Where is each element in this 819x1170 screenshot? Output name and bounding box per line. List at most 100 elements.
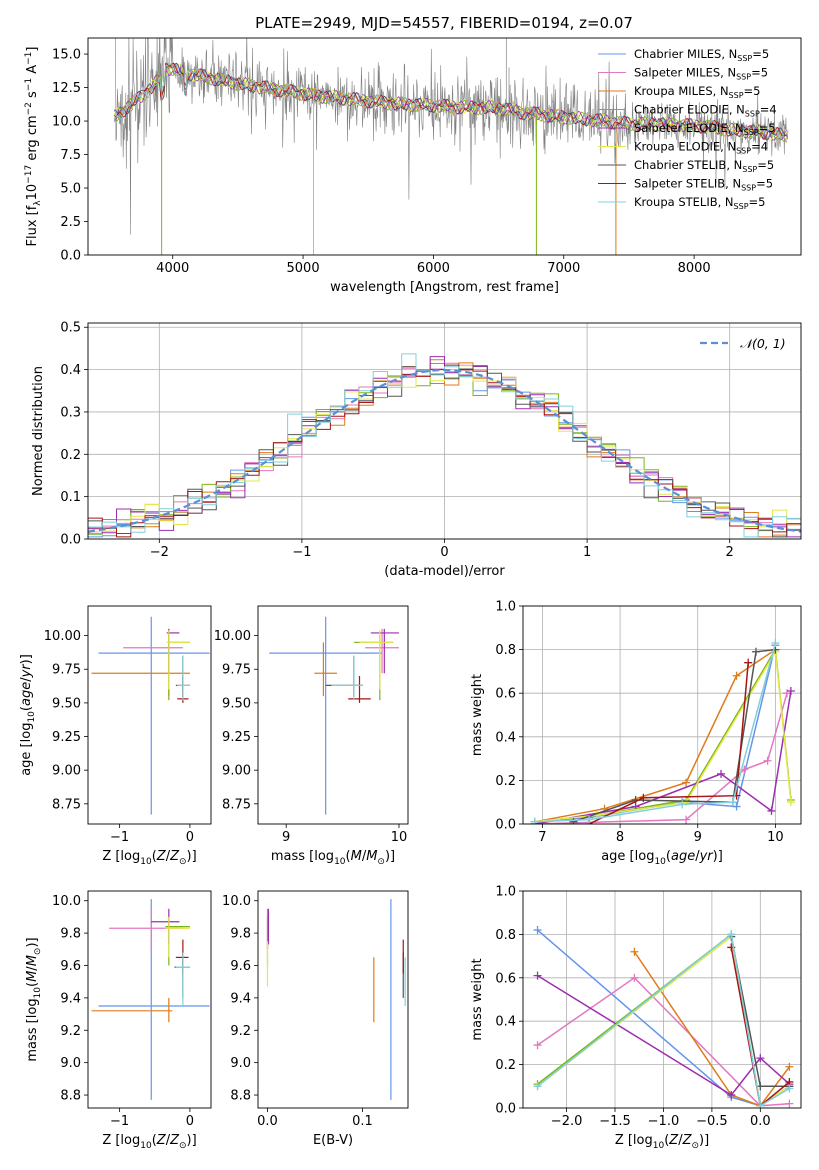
- errorbar-salpeter_miles: [123, 628, 183, 674]
- errorbar-kroupa_stelib: [331, 655, 363, 701]
- series-marker: [786, 687, 795, 696]
- y-tick-label: 9.00: [52, 764, 81, 779]
- y-tick-label: 0.6: [495, 971, 516, 986]
- plot-area: [266, 899, 406, 1100]
- axes-frame: [87, 37, 802, 256]
- y-tick-label: 0.3: [60, 405, 81, 420]
- y-tick-label: 9.0: [60, 1056, 81, 1071]
- panel-mass_vs_ebv: 0.0 0.1 8.8 9.0 9.2 9.4 9.6 9.8 10.0 E(B-V): [222, 890, 409, 1148]
- x-tick-label: 8: [616, 830, 624, 845]
- panels: 4000 5000 6000 7000 80000.02.55.07.510.012.5…: [19, 37, 802, 1151]
- y-axis-label: mass weight: [470, 674, 485, 756]
- series-line: [537, 933, 790, 1108]
- legend-label: Kroupa STELIB, NSSP=5: [634, 195, 765, 211]
- x-tick-label: 9: [282, 830, 290, 845]
- axes-frame: [257, 890, 409, 1109]
- x-axis-label: age [log10(age/yr)]: [601, 849, 723, 867]
- y-tick-label: 5.0: [60, 182, 81, 197]
- y-tick-label: 1.0: [495, 600, 516, 615]
- y-tick-label: 9.8: [230, 927, 251, 942]
- y-tick-label: 0.0: [495, 818, 516, 833]
- spectrum-legend: Chabrier MILES, NSSP=5 Salpeter MILES, NS…: [598, 47, 777, 211]
- y-tick-label: 9.4: [60, 991, 81, 1006]
- y-tick-label: 9.25: [52, 730, 81, 745]
- x-axis-label: wavelength [Angstrom, rest frame]: [330, 280, 559, 295]
- axes-frame: [87, 322, 802, 540]
- x-axis-label: (data-model)/error: [384, 564, 505, 579]
- y-tick-label: 0.0: [60, 533, 81, 548]
- y-tick-label: 9.75: [222, 663, 251, 678]
- axes-frame: [522, 605, 802, 825]
- y-tick-label: 9.2: [60, 1024, 81, 1039]
- y-tick-label: 9.6: [230, 959, 251, 974]
- y-tick-label: 15.0: [52, 48, 81, 63]
- plot-area: [88, 353, 801, 538]
- x-tick-label: 6000: [417, 261, 450, 276]
- series-marker: [727, 930, 736, 939]
- series-marker: [530, 817, 539, 824]
- gaussian-curve: [88, 368, 801, 533]
- errorbar-kroupa_elodie: [165, 916, 190, 958]
- x-tick-label: 10: [391, 830, 408, 845]
- model-line-chabrier_stelib: [113, 62, 787, 141]
- y-tick-label: 9.2: [230, 1024, 251, 1039]
- y-tick-label: 0.0: [60, 249, 81, 264]
- y-tick-label: 0.1: [60, 490, 81, 505]
- y-tick-label: 8.8: [60, 1089, 81, 1104]
- series-marker: [533, 1082, 542, 1091]
- y-tick-label: 8.75: [52, 797, 81, 812]
- series-kroupa_stelib: [533, 930, 794, 1108]
- x-axis-label: mass [log10(M/M⊙)]: [271, 849, 395, 867]
- y-axis-label: Normed distribution: [31, 366, 46, 496]
- y-tick-label: 9.50: [52, 696, 81, 711]
- series-marker: [756, 1054, 765, 1063]
- series-marker: [682, 815, 691, 824]
- series-marker: [767, 806, 776, 815]
- hist-chabrier_stelib: [88, 365, 801, 538]
- x-tick-label: −1: [110, 830, 129, 845]
- series-marker: [728, 798, 737, 807]
- y-tick-label: 0.8: [495, 643, 516, 658]
- x-tick-label: 0.0: [257, 1114, 278, 1129]
- panel-mass_vs_z: −1 0 8.8 9.0 9.2 9.4 9.6 9.8 10.0 Z [log10(Z/Z⊙)]…: [25, 890, 212, 1151]
- x-tick-label: −1: [292, 545, 311, 560]
- x-tick-label: −2.0: [551, 1114, 583, 1129]
- errorbar-kroupa_stelib: [177, 655, 190, 701]
- x-tick-label: 10: [767, 830, 784, 845]
- errorbar-chabrier_stelib: [325, 655, 363, 697]
- legend-label: Kroupa MILES, NSSP=5: [634, 84, 760, 100]
- panel-residuals: −2 −1 0 1 2 0.0 0.1 0.2 0.3 0.4 0.5 (data-model)/er…: [31, 321, 802, 579]
- grid-lines: [523, 890, 801, 1109]
- y-tick-label: 9.75: [52, 663, 81, 678]
- series-line: [537, 974, 790, 1096]
- errorbar-kroupa_stelib: [175, 952, 190, 1006]
- series-marker: [678, 800, 687, 809]
- series-marker: [682, 778, 691, 787]
- plot-area: [91, 899, 210, 1100]
- errorbar-kroupa_elodie: [166, 630, 190, 690]
- series-marker: [533, 1041, 542, 1050]
- figure-title: PLATE=2949, MJD=54557, FIBERID=0194, z=0…: [255, 14, 633, 32]
- x-tick-label: −1.5: [599, 1114, 631, 1129]
- y-tick-label: 10.0: [222, 894, 251, 909]
- y-tick-label: 2.5: [60, 215, 81, 230]
- x-tick-label: −1.0: [648, 1114, 680, 1129]
- errorbar-chabrier_miles: [98, 899, 210, 1100]
- x-tick-label: 0: [440, 545, 448, 560]
- series-marker: [771, 639, 780, 648]
- x-tick-label: 7: [538, 830, 546, 845]
- x-axis-label: Z [log10(Z/Z⊙)]: [615, 1133, 709, 1151]
- legend-label-gaussian: 𝒩(0, 1): [740, 336, 786, 351]
- model-line-kroupa_elodie: [113, 63, 788, 141]
- axes-frame: [87, 890, 212, 1109]
- series-marker: [751, 647, 760, 656]
- plot-area: [530, 639, 795, 824]
- y-axis-label: age [log10(age/yr)]: [19, 654, 37, 776]
- series-line: [573, 648, 776, 823]
- series-marker: [585, 815, 594, 824]
- legend-label: Salpeter ELODIE, NSSP=5: [634, 121, 776, 137]
- series-marker: [533, 926, 542, 935]
- y-tick-label: 0.6: [495, 687, 516, 702]
- y-tick-label: 0.4: [495, 730, 516, 745]
- legend-label: Salpeter MILES, NSSP=5: [634, 66, 768, 82]
